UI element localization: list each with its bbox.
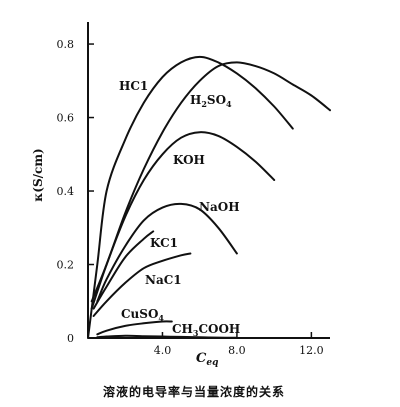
- series-line-h2so4: [90, 61, 331, 303]
- series-label-part: 2: [201, 99, 207, 109]
- series-label-naoh: NaOH: [199, 200, 240, 214]
- series-line-cuso4: [96, 320, 173, 336]
- series-line-nacl: [92, 252, 192, 317]
- series-label-part: SO: [207, 93, 226, 107]
- series-label-part: NaC1: [145, 273, 182, 287]
- y-tick-label: 0.6: [57, 112, 75, 125]
- x-ticks: 4.0 8.0 12.0: [154, 332, 324, 357]
- series-line-hcl: [87, 55, 294, 339]
- x-tick-label: 12.0: [299, 344, 324, 357]
- series-label-ch3cooh: CH3COOH: [172, 322, 240, 338]
- series-label-part: 4: [158, 313, 164, 323]
- series-label-part: KOH: [173, 153, 205, 167]
- x-axis-title-main: C: [196, 351, 207, 366]
- y-ticks: 0 0.2 0.4 0.6 0.8: [57, 38, 94, 345]
- series-label-part: 3: [193, 328, 199, 338]
- figure-caption: 溶液的电导率与当量浓度的关系: [103, 384, 285, 399]
- x-tick-label: 4.0: [154, 344, 172, 357]
- series-label-part: NaOH: [199, 200, 240, 214]
- series-label-h2so4: H2SO4: [190, 93, 232, 109]
- series-label-koh: KOH: [173, 153, 205, 167]
- series-line-ch3cooh: [96, 334, 238, 339]
- series-label-part: H: [190, 93, 201, 107]
- y-tick-label: 0.8: [57, 38, 75, 51]
- x-tick-label: 8.0: [228, 344, 246, 357]
- y-tick-label: 0: [67, 332, 74, 345]
- series-label-part: KC1: [150, 236, 178, 250]
- plot-area: [87, 55, 331, 339]
- series-label-nacl: NaC1: [145, 273, 182, 287]
- series-label-kcl: KC1: [150, 236, 178, 250]
- x-axis-title: Ceq: [196, 351, 218, 368]
- series-label-cuso4: CuSO4: [121, 307, 164, 323]
- series-line-naoh: [96, 202, 238, 303]
- series-line-koh: [90, 131, 276, 310]
- series-label-part: COOH: [198, 322, 240, 336]
- y-tick-label: 0.2: [57, 259, 75, 272]
- series-label-part: 4: [226, 99, 232, 109]
- series-line-kcl: [92, 230, 155, 310]
- series-label-part: CH: [172, 322, 193, 336]
- chart-axes: [87, 22, 330, 339]
- y-tick-label: 0.4: [57, 185, 75, 198]
- y-axis-title: κ(S/cm): [31, 148, 45, 201]
- x-axis-title-subscript: eq: [206, 358, 218, 368]
- series-label-part: CuSO: [121, 307, 158, 321]
- series-label-part: HC1: [119, 79, 148, 93]
- series-label-hcl: HC1: [119, 79, 148, 93]
